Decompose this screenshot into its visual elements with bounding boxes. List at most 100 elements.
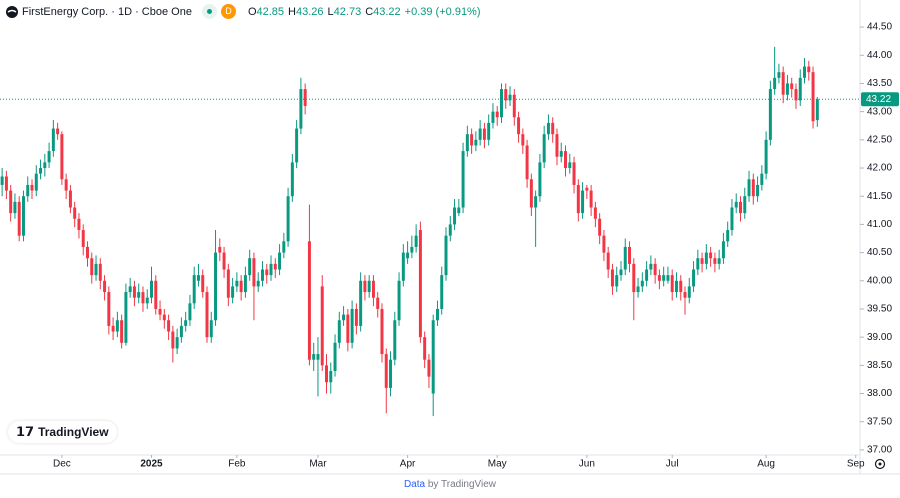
- candle-body: [666, 275, 670, 281]
- candle-body: [623, 246, 627, 270]
- candle-body: [150, 280, 154, 298]
- candle-body: [593, 207, 597, 219]
- candle-body: [145, 297, 149, 304]
- candle-body: [256, 280, 260, 287]
- ohlc-label: H: [288, 5, 296, 18]
- candle-body: [751, 179, 755, 197]
- x-tick-label: Jun: [579, 459, 595, 470]
- candle-body: [781, 72, 785, 95]
- y-tick-label: 40.00: [867, 275, 892, 286]
- symbol-icon: [6, 5, 18, 18]
- y-tick-label: 37.50: [867, 416, 892, 427]
- candle-body: [201, 275, 205, 293]
- candle-body: [576, 184, 580, 214]
- footer-link[interactable]: Data: [403, 479, 426, 490]
- candle-body: [94, 263, 98, 276]
- candle-body: [815, 99, 819, 121]
- ohlc-value: 42.73: [333, 5, 362, 18]
- candle-body: [768, 89, 772, 140]
- candle-body: [760, 173, 764, 185]
- candle-body: [273, 263, 277, 270]
- candle-body: [299, 89, 303, 129]
- candle-body: [687, 286, 691, 298]
- candle-body: [137, 292, 141, 298]
- logo-text[interactable]: TradingView: [38, 425, 109, 439]
- candle-body: [188, 303, 192, 321]
- candle-body: [205, 292, 209, 338]
- candle-body: [235, 280, 239, 287]
- candle-body: [777, 72, 781, 78]
- candle-body: [43, 162, 47, 169]
- candle-body: [546, 122, 550, 135]
- footer: Data by TradingView: [0, 479, 900, 490]
- candle-body: [171, 331, 175, 349]
- candle-body: [47, 151, 51, 163]
- x-tick-label: Mar: [309, 459, 327, 470]
- y-tick-label: 43.50: [867, 78, 892, 89]
- candle-body: [73, 207, 77, 219]
- candle-body: [192, 275, 196, 304]
- candle-body: [312, 354, 316, 360]
- candle-body: [721, 241, 725, 259]
- tradingview-logo[interactable]: 𝟭𝟳 TradingView: [8, 421, 117, 443]
- y-tick-label: 43.00: [867, 106, 892, 117]
- ohlc-value: 43.22: [373, 5, 401, 18]
- candle-body: [619, 269, 623, 276]
- candle-body: [615, 275, 619, 287]
- x-tick-label: Aug: [757, 459, 775, 470]
- candle-body: [461, 151, 465, 208]
- candle-body: [670, 275, 674, 293]
- candle-body: [342, 314, 346, 321]
- candle-body: [179, 325, 183, 338]
- candle-body: [295, 128, 299, 163]
- ohlc-value: 43.26: [296, 5, 324, 18]
- y-tick-label: 38.00: [867, 388, 892, 399]
- y-tick-label: 40.50: [867, 247, 892, 258]
- candle-body: [393, 320, 397, 360]
- candle-body: [572, 162, 576, 185]
- candle-body: [282, 241, 286, 253]
- candle-body: [457, 207, 461, 214]
- gear[interactable]: [874, 458, 886, 470]
- candle-body: [39, 168, 43, 174]
- candle-body: [512, 94, 516, 118]
- candle-body: [764, 139, 768, 174]
- last-price-label: 43.22: [866, 94, 891, 105]
- candle-body: [653, 263, 657, 276]
- candle-body: [34, 173, 38, 191]
- x-tick-label: Sep: [847, 459, 865, 470]
- x-tick-label: May: [488, 459, 507, 470]
- settings-icon[interactable]: [874, 458, 886, 470]
- candle-body: [243, 275, 247, 293]
- symbol-title[interactable]: FirstEnergy Corp. · 1D · Cboe One: [22, 5, 192, 18]
- gear-center[interactable]: [878, 462, 882, 466]
- candle-body: [248, 258, 252, 276]
- market-status[interactable]: [201, 4, 217, 19]
- last-price-box: [861, 92, 899, 107]
- candle-body: [568, 162, 572, 169]
- x-tick-label: Feb: [228, 459, 246, 470]
- candle-body: [534, 196, 538, 208]
- y-tick-label: 38.50: [867, 360, 892, 371]
- candle-body: [491, 111, 495, 123]
- candle-body: [303, 89, 307, 106]
- y-tick-label: 39.50: [867, 304, 892, 315]
- candle-body: [278, 252, 282, 270]
- candle-body: [427, 359, 431, 377]
- candle-body: [628, 246, 632, 264]
- candle-body: [542, 134, 546, 163]
- interval-badge[interactable]: D: [220, 4, 236, 19]
- candle-body: [640, 280, 644, 287]
- candle-body: [269, 263, 273, 276]
- candle-body: [529, 179, 533, 208]
- candle-body: [260, 269, 264, 281]
- candle-body: [499, 89, 503, 118]
- candle-body: [222, 252, 226, 270]
- candle-body: [90, 258, 94, 276]
- candle-body: [610, 269, 614, 287]
- logo-mark[interactable]: 𝟭𝟳: [16, 424, 35, 439]
- candle-body: [51, 128, 55, 152]
- candle-body: [632, 263, 636, 293]
- candle-body: [418, 230, 422, 338]
- candle-body: [713, 258, 717, 264]
